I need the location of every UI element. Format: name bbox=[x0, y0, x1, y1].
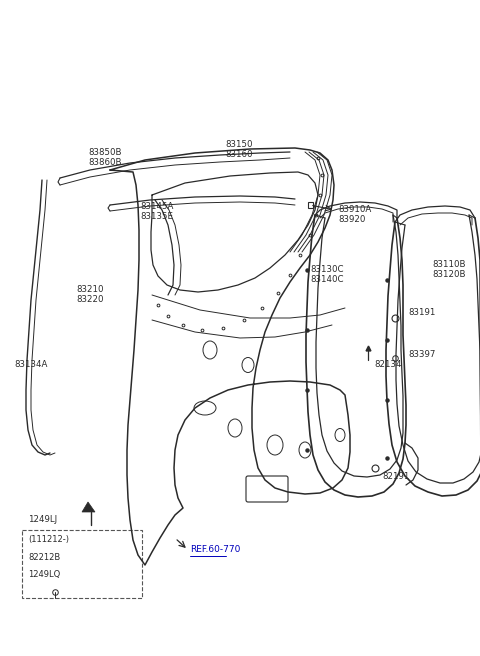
Text: 83191: 83191 bbox=[408, 308, 435, 317]
Bar bbox=[308, 202, 313, 208]
Text: 83850B
83860B: 83850B 83860B bbox=[88, 148, 121, 167]
Polygon shape bbox=[82, 502, 95, 512]
Text: 82212B: 82212B bbox=[28, 553, 60, 562]
Text: 83150
83160: 83150 83160 bbox=[225, 140, 252, 159]
Text: 83910A
83920: 83910A 83920 bbox=[338, 205, 371, 224]
Text: 83134A: 83134A bbox=[14, 360, 48, 369]
Text: 1249LQ: 1249LQ bbox=[28, 570, 60, 579]
Bar bbox=[22, 530, 142, 598]
Text: 82134: 82134 bbox=[374, 360, 401, 369]
Text: 1249LJ: 1249LJ bbox=[28, 515, 57, 524]
Text: 83397: 83397 bbox=[408, 350, 435, 359]
Text: 83130C
83140C: 83130C 83140C bbox=[310, 265, 344, 285]
Text: 83110B
83120B: 83110B 83120B bbox=[432, 260, 466, 279]
Text: (111212-): (111212-) bbox=[28, 535, 69, 544]
Text: REF.60-770: REF.60-770 bbox=[190, 545, 240, 554]
Text: 83210
83220: 83210 83220 bbox=[76, 285, 104, 304]
Text: 83145A
83135E: 83145A 83135E bbox=[140, 202, 173, 221]
Text: 82191: 82191 bbox=[382, 472, 409, 481]
